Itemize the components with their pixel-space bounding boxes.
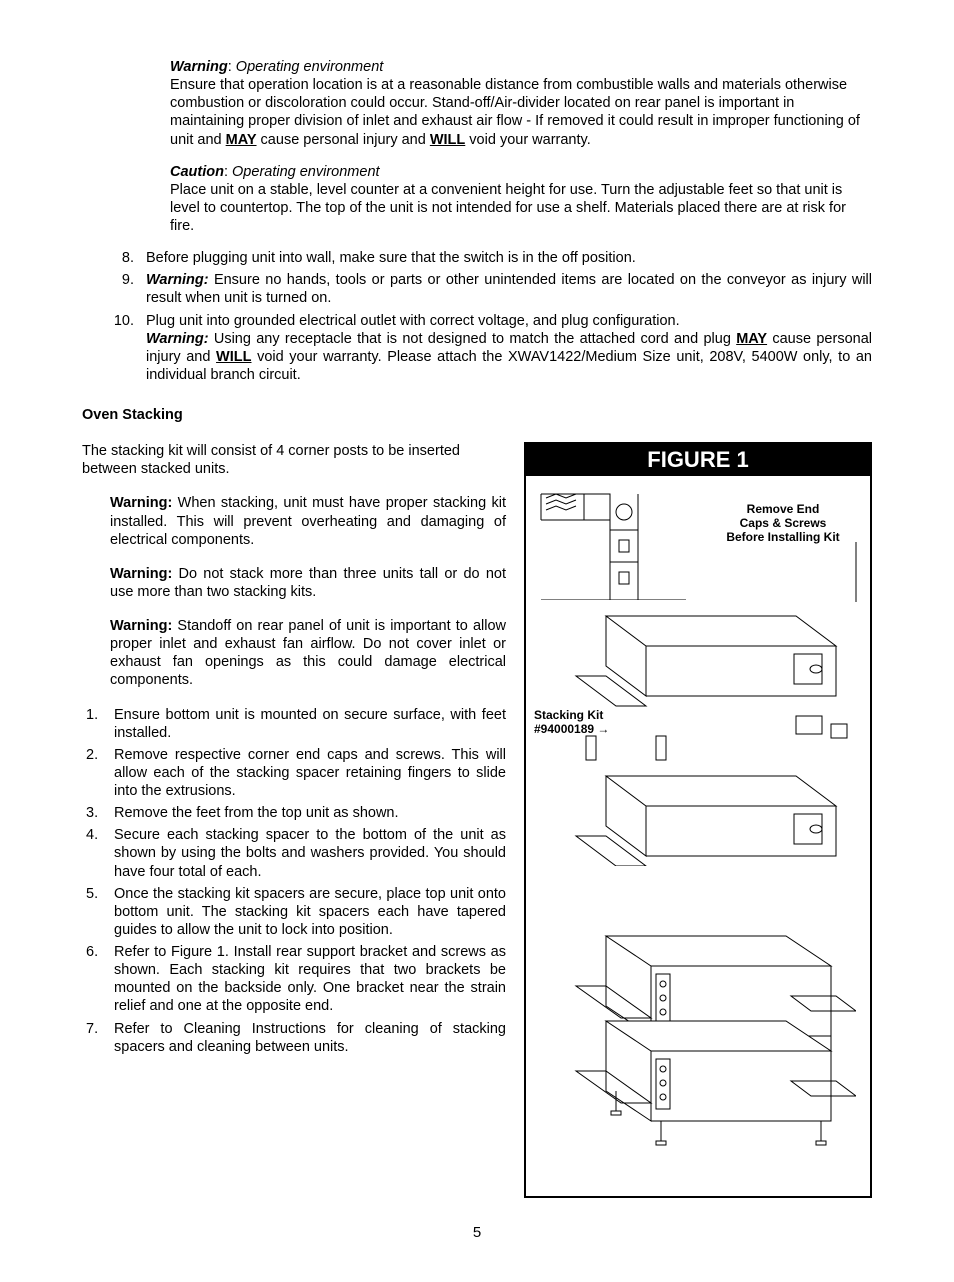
caution-subtitle: Operating environment (232, 164, 380, 180)
list-item: 1.Ensure bottom unit is mounted on secur… (82, 706, 506, 742)
detail-drawing-icon (536, 490, 686, 600)
top-instruction-list: 8. Before plugging unit into wall, make … (82, 249, 872, 384)
stacking-steps-list: 1.Ensure bottom unit is mounted on secur… (82, 706, 506, 1056)
stack-warning-1: Warning: When stacking, unit must have p… (110, 494, 506, 548)
warning-body: Ensure that operation location is at a r… (170, 77, 860, 147)
stacking-intro: The stacking kit will consist of 4 corne… (82, 442, 506, 478)
list-item: 10. Plug unit into grounded electrical o… (82, 312, 872, 385)
list-item: 2.Remove respective corner end caps and … (82, 746, 506, 800)
figure-callout-1: Remove End Caps & Screws Before Installi… (708, 502, 858, 545)
list-item: 4.Secure each stacking spacer to the bot… (82, 826, 506, 880)
warning-operating-env: Warning: Operating environment Ensure th… (170, 58, 872, 149)
caution-operating-env: Caution: Operating environment Place uni… (170, 163, 872, 236)
stack-warning-2: Warning: Do not stack more than three un… (110, 565, 506, 601)
list-item: 3.Remove the feet from the top unit as s… (82, 804, 506, 822)
figure-callout-2: Stacking Kit #94000189 → (534, 708, 609, 737)
callout-line-icon (850, 542, 862, 602)
caution-label: Caution (170, 164, 224, 180)
figure-title: FIGURE 1 (526, 444, 870, 476)
warning-subtitle: Operating environment (236, 59, 384, 75)
list-item: 6.Refer to Figure 1. Install rear suppor… (82, 943, 506, 1016)
list-item: 5.Once the stacking kit spacers are secu… (82, 885, 506, 939)
warning-label: Warning (170, 59, 228, 75)
figure-1: FIGURE 1 (524, 442, 872, 1198)
left-column: The stacking kit will consist of 4 corne… (82, 442, 506, 1198)
oven-stacked-icon (556, 926, 856, 1186)
list-item: 8. Before plugging unit into wall, make … (82, 249, 872, 267)
stack-warning-3: Warning: Standoff on rear panel of unit … (110, 617, 506, 690)
caution-body: Place unit on a stable, level counter at… (170, 182, 846, 234)
list-item: 9. Warning: Ensure no hands, tools or pa… (82, 271, 872, 307)
figure-illustration: Remove End Caps & Screws Before Installi… (526, 476, 870, 1196)
list-item: 7.Refer to Cleaning Instructions for cle… (82, 1020, 506, 1056)
page-number: 5 (82, 1224, 872, 1243)
right-column: FIGURE 1 (524, 442, 872, 1198)
oven-stacking-heading: Oven Stacking (82, 406, 872, 424)
